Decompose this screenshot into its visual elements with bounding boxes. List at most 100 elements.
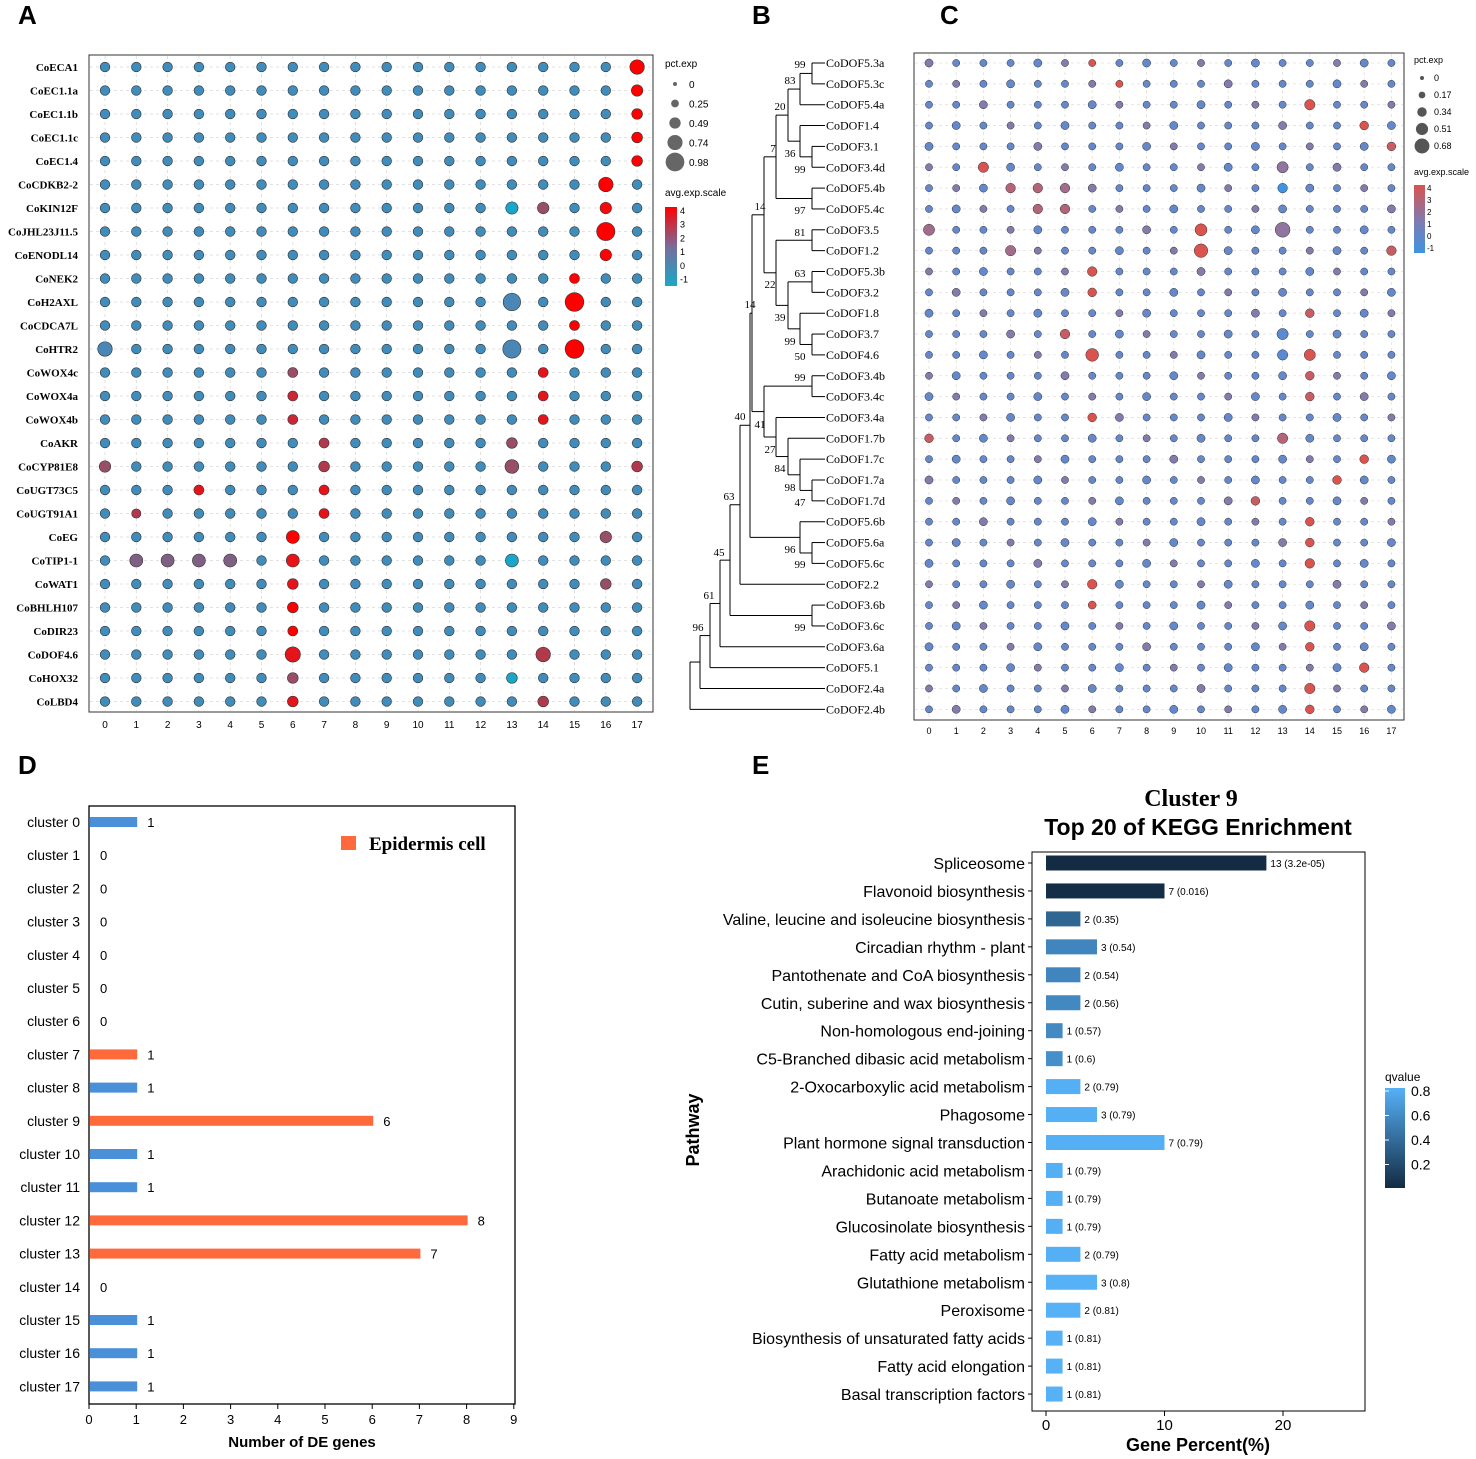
panel-e-x-tick-label: 10 bbox=[1156, 1417, 1173, 1434]
panel-a-dot bbox=[506, 179, 518, 190]
panel-c-dot bbox=[925, 517, 933, 526]
panel-a-dot bbox=[381, 320, 392, 331]
panel-c-dot bbox=[1061, 163, 1069, 172]
panel-a-dot bbox=[225, 461, 236, 472]
panel-a-dot bbox=[99, 672, 111, 684]
panel-d-x-tick-label: 6 bbox=[369, 1412, 376, 1427]
panel-e-legend-title: qvalue bbox=[1385, 1070, 1421, 1084]
panel-a-cluster-label: 1 bbox=[134, 720, 140, 731]
panel-c-dot bbox=[1061, 246, 1069, 255]
panel-c-dot bbox=[1115, 246, 1124, 255]
panel-e-bar bbox=[1046, 1135, 1165, 1150]
panel-c-dot bbox=[1223, 162, 1233, 172]
panel-c-dot bbox=[979, 246, 988, 255]
panel-a-dot bbox=[99, 484, 111, 496]
panel-a-dot bbox=[225, 132, 236, 143]
panel-d-category-label: cluster 9 bbox=[27, 1113, 80, 1129]
panel-a-dot bbox=[538, 343, 549, 355]
panel-a-dot bbox=[412, 108, 424, 120]
panel-a-dot bbox=[569, 602, 580, 613]
panel-a-dot bbox=[350, 343, 361, 355]
panel-c-dot bbox=[1224, 392, 1233, 401]
panel-a-dot bbox=[350, 602, 361, 613]
panel-c-dot bbox=[1060, 371, 1070, 381]
panel-c-dot bbox=[1087, 266, 1098, 277]
panel-c-dot bbox=[1251, 392, 1260, 401]
panel-a-dot bbox=[600, 320, 611, 331]
panel-c-dot bbox=[1142, 705, 1151, 714]
panel-a-dot bbox=[444, 343, 455, 355]
panel-c-dot bbox=[1088, 330, 1097, 338]
panel-b-bootstrap-label: 14 bbox=[755, 201, 767, 213]
panel-a-dot bbox=[225, 226, 236, 237]
panel-b-bootstrap-label: 84 bbox=[775, 463, 787, 475]
panel-e-bar bbox=[1046, 1051, 1063, 1067]
panel-c-dot bbox=[1006, 142, 1015, 151]
panel-c-dot bbox=[1033, 267, 1042, 276]
panel-a-dot bbox=[412, 602, 424, 613]
panel-c-colorbar-tick: 1 bbox=[1427, 220, 1432, 229]
panel-c-dot bbox=[952, 392, 961, 401]
panel-a-dot bbox=[600, 437, 611, 449]
panel-a-dot bbox=[225, 343, 236, 355]
panel-a-dot bbox=[600, 155, 611, 167]
panel-c-dot bbox=[1224, 288, 1233, 297]
panel-a-dot bbox=[193, 531, 205, 543]
panel-c-colorbar-tick: 3 bbox=[1427, 196, 1432, 205]
panel-a-dot bbox=[193, 672, 205, 684]
panel-a-dot bbox=[131, 696, 142, 707]
panel-c-dot bbox=[1059, 203, 1071, 214]
panel-c-dot bbox=[951, 121, 961, 130]
panel-c-dot bbox=[1333, 225, 1341, 234]
panel-c-dot bbox=[1196, 517, 1206, 527]
panel-a-dot bbox=[475, 672, 486, 684]
panel-c-dot bbox=[1197, 559, 1205, 568]
panel-c-dot bbox=[1115, 642, 1124, 651]
panel-d-category-label: cluster 17 bbox=[19, 1378, 80, 1394]
panel-a-dot bbox=[256, 226, 267, 237]
panel-c-dot bbox=[1223, 246, 1233, 255]
panel-c-dot bbox=[1087, 183, 1097, 193]
panel-a-dot bbox=[569, 273, 580, 284]
panel-c-dot bbox=[979, 267, 988, 276]
panel-a-dot bbox=[350, 649, 361, 660]
panel-a-dot bbox=[131, 672, 142, 684]
panel-c-dot bbox=[1333, 184, 1341, 192]
panel-b-leaf-label: CoDOF5.4a bbox=[826, 98, 885, 112]
panel-a-gene-label: CoLBD4 bbox=[36, 697, 78, 709]
panel-c-dot bbox=[1142, 267, 1151, 276]
panel-c-dot bbox=[1251, 351, 1260, 359]
panel-a-dot bbox=[502, 292, 521, 312]
panel-a-dot bbox=[444, 61, 455, 73]
panel-c-dot bbox=[979, 309, 988, 318]
panel-c-dot bbox=[1006, 121, 1015, 130]
panel-a-dot bbox=[99, 320, 111, 331]
panel-a-dot bbox=[256, 85, 267, 96]
panel-c-dot bbox=[924, 475, 934, 485]
panel-c-dot bbox=[1197, 59, 1205, 67]
panel-a-size-legend-label: 0 bbox=[689, 80, 695, 91]
panel-d-x-tick-label: 1 bbox=[133, 1412, 140, 1427]
panel-a-dot bbox=[631, 602, 643, 613]
panel-c-dot bbox=[951, 288, 961, 297]
panel-a-dot bbox=[475, 414, 486, 425]
panel-a-dot bbox=[318, 155, 330, 167]
panel-a-dot bbox=[99, 179, 111, 190]
panel-a-dot bbox=[99, 132, 111, 143]
panel-c-dot bbox=[1061, 517, 1069, 526]
panel-a-dot bbox=[538, 461, 549, 472]
panel-d-value-label: 6 bbox=[383, 1114, 390, 1129]
panel-c-dot bbox=[979, 580, 988, 589]
panel-a-dot bbox=[569, 696, 580, 707]
panel-c-dot bbox=[1006, 622, 1015, 630]
panel-e-bar bbox=[1046, 1107, 1097, 1123]
panel-a-cluster-label: 16 bbox=[600, 720, 612, 731]
panel-a-gene-label: CoCDKB2-2 bbox=[18, 180, 78, 192]
panel-b-bootstrap-label: 81 bbox=[795, 227, 806, 239]
panel-a-dot bbox=[350, 414, 361, 425]
panel-c-dot bbox=[979, 684, 988, 693]
panel-a-dot bbox=[475, 273, 486, 284]
panel-a-dot bbox=[631, 531, 643, 543]
panel-c-dot bbox=[1387, 434, 1396, 443]
